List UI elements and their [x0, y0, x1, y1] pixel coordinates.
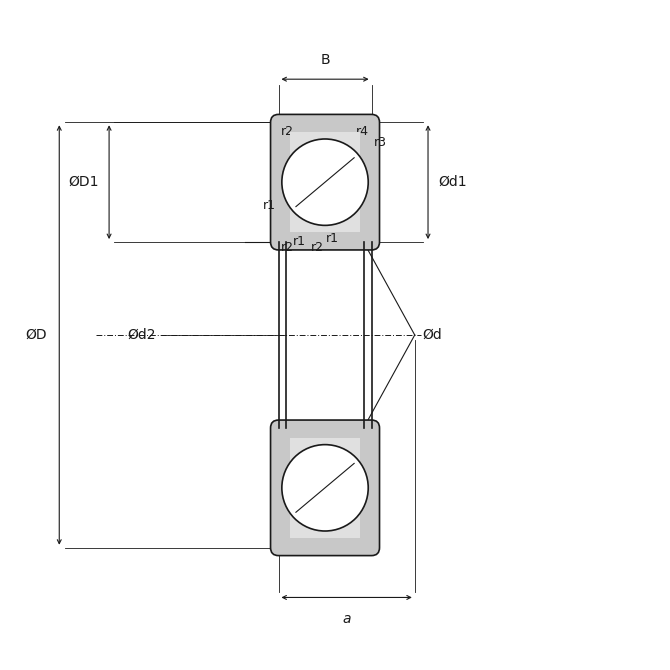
Bar — [291, 438, 360, 537]
Bar — [291, 133, 360, 232]
FancyBboxPatch shape — [271, 115, 379, 250]
Text: r4: r4 — [356, 125, 369, 138]
Text: Ød2: Ød2 — [127, 328, 155, 342]
Circle shape — [282, 445, 368, 531]
Text: ØD: ØD — [25, 328, 48, 342]
Text: r3: r3 — [375, 136, 387, 149]
Text: r1: r1 — [293, 235, 306, 249]
Text: B: B — [320, 53, 330, 67]
Text: r2: r2 — [311, 241, 324, 254]
Bar — [349, 169, 360, 196]
Text: r2: r2 — [281, 125, 294, 138]
Bar — [291, 169, 301, 196]
FancyBboxPatch shape — [271, 420, 379, 555]
Text: Ød1: Ød1 — [438, 175, 466, 189]
Text: Ød: Ød — [423, 328, 442, 342]
Bar — [349, 474, 360, 501]
Text: ØD1: ØD1 — [68, 175, 99, 189]
Circle shape — [282, 139, 368, 225]
Text: r1: r1 — [263, 199, 276, 212]
Text: r2: r2 — [281, 241, 294, 254]
Text: r1: r1 — [326, 232, 340, 245]
Bar — [291, 474, 301, 501]
Text: a: a — [342, 612, 351, 626]
